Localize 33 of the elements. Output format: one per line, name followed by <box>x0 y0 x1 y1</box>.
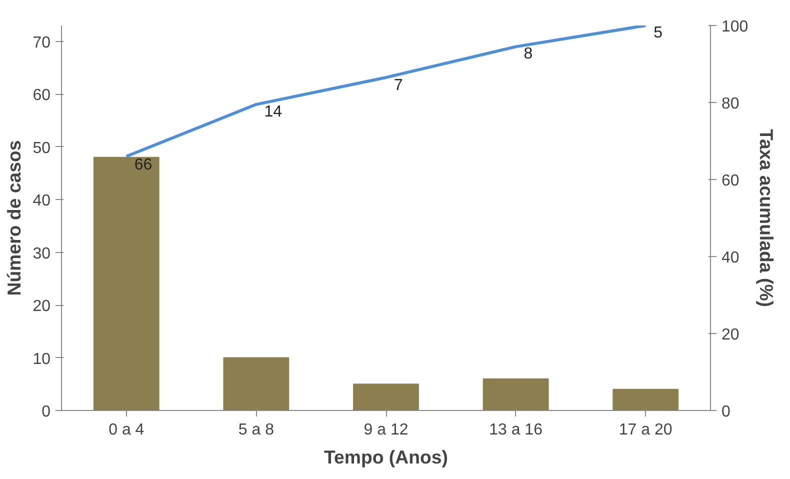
x-tick-label: 17 a 20 <box>618 422 672 438</box>
annotation: 5 <box>654 24 663 42</box>
line-series <box>124 26 648 158</box>
y-tick-label: 0 <box>42 404 51 420</box>
x-tick-label: 0 a 4 <box>108 422 144 438</box>
y-tick-label: 20 <box>32 298 51 316</box>
y-tick-label: 60 <box>32 87 51 104</box>
y2-tick-label: 60 <box>722 172 740 190</box>
bar <box>353 384 419 410</box>
y2-tick-label: 20 <box>722 326 740 344</box>
annotation: 8 <box>524 46 533 63</box>
x-tick-label: 5 a 8 <box>238 422 274 438</box>
y-tick-label: 40 <box>32 192 51 210</box>
y-tick-label: 10 <box>32 350 51 368</box>
y2-tick-label: 40 <box>722 250 740 266</box>
y-axis-title: Número de casos <box>4 140 25 296</box>
bar <box>482 378 549 410</box>
bar <box>93 156 160 410</box>
x-axis-title: Tempo (Anos) <box>324 446 448 468</box>
x-tick-label: 13 a 16 <box>489 422 543 438</box>
bar <box>612 388 679 410</box>
annotation: 14 <box>264 104 282 121</box>
y-tick-label: 70 <box>32 34 51 52</box>
y2-tick-label: 100 <box>722 18 748 36</box>
y-tick-label: 30 <box>32 245 51 262</box>
bar <box>223 357 290 410</box>
y2-tick-label: 80 <box>722 96 740 112</box>
y2-tick-label: 0 <box>722 404 730 420</box>
annotation: 7 <box>394 77 403 94</box>
y2-axis-title: Taxa acumulada (%) <box>756 129 778 307</box>
y-tick-label: 50 <box>32 140 51 157</box>
x-tick-label: 9 a 12 <box>364 422 408 438</box>
annotation: 66 <box>134 156 152 174</box>
